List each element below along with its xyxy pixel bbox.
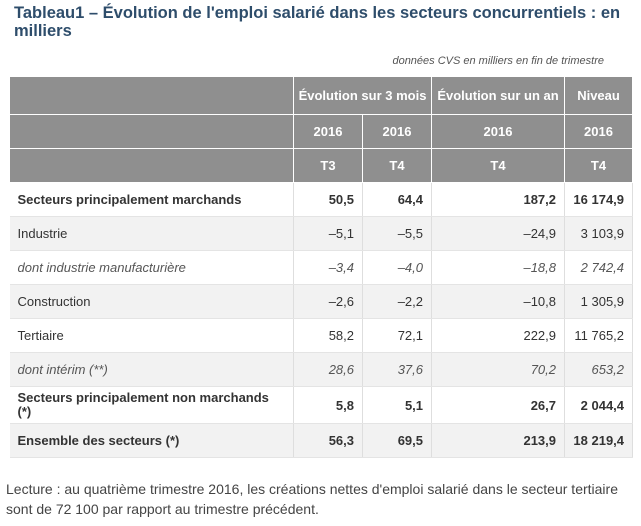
- cell-value: 26,7: [432, 387, 565, 424]
- row-label: Tertiaire: [10, 319, 294, 353]
- header-quarter: T3: [294, 149, 363, 183]
- cell-value: –24,9: [432, 217, 565, 251]
- header-year: 2016: [432, 115, 565, 149]
- employment-table: Évolution sur 3 mois Évolution sur un an…: [9, 76, 633, 458]
- table-row: Industrie –5,1 –5,5 –24,9 3 103,9: [10, 217, 633, 251]
- header-row-quarters: T3 T4 T4 T4: [10, 149, 633, 183]
- cell-value: 18 219,4: [565, 424, 633, 458]
- table-row: Secteurs principalement marchands 50,5 6…: [10, 183, 633, 217]
- row-label: dont industrie manufacturière: [10, 251, 294, 285]
- row-label: Construction: [10, 285, 294, 319]
- header-row-group: Évolution sur 3 mois Évolution sur un an…: [10, 77, 633, 115]
- cell-value: 5,8: [294, 387, 363, 424]
- cell-value: –18,8: [432, 251, 565, 285]
- cell-value: –2,6: [294, 285, 363, 319]
- table-title: Tableau1 – Évolution de l'emploi salarié…: [14, 4, 629, 40]
- header-year: 2016: [363, 115, 432, 149]
- cell-value: 72,1: [363, 319, 432, 353]
- table-row: dont industrie manufacturière –3,4 –4,0 …: [10, 251, 633, 285]
- cell-value: 69,5: [363, 424, 432, 458]
- row-label: Secteurs principalement marchands: [10, 183, 294, 217]
- cell-value: 11 765,2: [565, 319, 633, 353]
- header-evo-un-an: Évolution sur un an: [432, 77, 565, 115]
- row-label: Ensemble des secteurs (*): [10, 424, 294, 458]
- cell-value: 37,6: [363, 353, 432, 387]
- row-label: Secteurs principalement non marchands (*…: [10, 387, 294, 424]
- cell-value: –5,1: [294, 217, 363, 251]
- header-row-years: 2016 2016 2016 2016: [10, 115, 633, 149]
- row-label: dont intérim (**): [10, 353, 294, 387]
- header-quarter: T4: [363, 149, 432, 183]
- reading-note: Lecture : au quatrième trimestre 2016, l…: [6, 479, 636, 519]
- cell-value: 653,2: [565, 353, 633, 387]
- cell-value: 213,9: [432, 424, 565, 458]
- cell-value: –5,5: [363, 217, 432, 251]
- header-quarter: T4: [432, 149, 565, 183]
- cell-value: 187,2: [432, 183, 565, 217]
- cell-value: 50,5: [294, 183, 363, 217]
- units-note: données CVS en milliers en fin de trimes…: [392, 55, 604, 67]
- cell-value: –3,4: [294, 251, 363, 285]
- header-niveau: Niveau: [565, 77, 633, 115]
- cell-value: –2,2: [363, 285, 432, 319]
- cell-value: 16 174,9: [565, 183, 633, 217]
- row-label: Industrie: [10, 217, 294, 251]
- cell-value: 64,4: [363, 183, 432, 217]
- table-row: dont intérim (**) 28,6 37,6 70,2 653,2: [10, 353, 633, 387]
- cell-value: –10,8: [432, 285, 565, 319]
- header-empty: [10, 149, 294, 183]
- cell-value: 2 742,4: [565, 251, 633, 285]
- cell-value: 70,2: [432, 353, 565, 387]
- cell-value: 58,2: [294, 319, 363, 353]
- cell-value: 3 103,9: [565, 217, 633, 251]
- table-row: Ensemble des secteurs (*) 56,3 69,5 213,…: [10, 424, 633, 458]
- cell-value: 28,6: [294, 353, 363, 387]
- cell-value: 5,1: [363, 387, 432, 424]
- table-row: Tertiaire 58,2 72,1 222,9 11 765,2: [10, 319, 633, 353]
- table-row: Secteurs principalement non marchands (*…: [10, 387, 633, 424]
- cell-value: –4,0: [363, 251, 432, 285]
- header-empty: [10, 77, 294, 115]
- header-empty: [10, 115, 294, 149]
- header-year: 2016: [294, 115, 363, 149]
- header-evo-3-mois: Évolution sur 3 mois: [294, 77, 432, 115]
- header-quarter: T4: [565, 149, 633, 183]
- cell-value: 56,3: [294, 424, 363, 458]
- cell-value: 1 305,9: [565, 285, 633, 319]
- header-year: 2016: [565, 115, 633, 149]
- cell-value: 222,9: [432, 319, 565, 353]
- cell-value: 2 044,4: [565, 387, 633, 424]
- table-row: Construction –2,6 –2,2 –10,8 1 305,9: [10, 285, 633, 319]
